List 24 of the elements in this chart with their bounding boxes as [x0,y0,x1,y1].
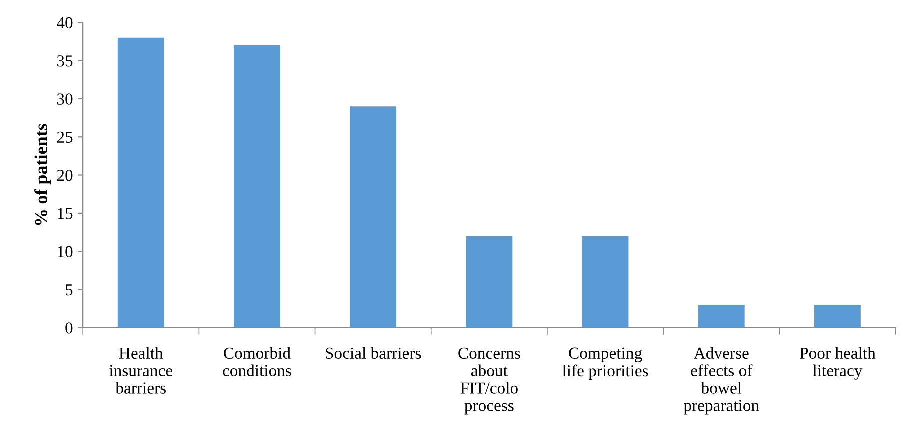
y-tick-label: 5 [66,284,73,296]
x-tick-label: Adverse effects of bowel preparation [684,347,760,415]
x-tick-label: Competing life priorities [562,348,648,380]
bar [698,304,745,328]
bar [582,236,629,328]
y-tick-label: 0 [66,322,73,334]
y-tick-label: 35 [57,56,73,67]
x-tick-label: Poor health literacy [800,347,876,380]
bar [234,46,280,328]
y-tick-label: 40 [57,17,73,29]
x-tick-label: Health insurance barriers [110,347,172,394]
y-axis-title: % of patients [34,124,52,226]
y-tick-label: 10 [58,246,73,258]
y-tick-label: 25 [57,132,73,144]
x-tick-label: Comorbid conditions [223,347,292,376]
bar [466,236,513,328]
bar [118,38,164,328]
y-tick-label: 30 [57,94,73,105]
y-tick-label: 20 [57,170,73,182]
x-tick-label: Concerns about FIT/colo process [458,348,520,415]
x-tick-label: Social barriers [326,347,422,360]
bar [350,106,397,328]
bar [814,304,861,328]
y-tick-label: 15 [58,208,73,220]
